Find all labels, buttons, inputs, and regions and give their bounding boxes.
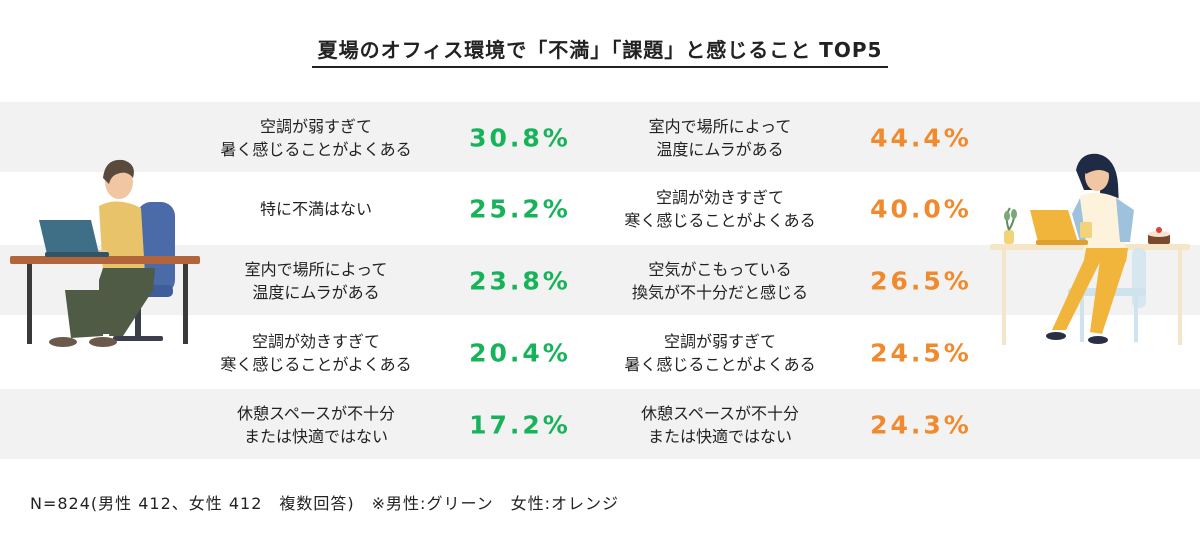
female-percentage-value: 24.3% — [870, 410, 972, 440]
male-percentage-value: 20.4% — [469, 338, 571, 368]
ranking-row-1: 空調が弱すぎて 暑く感じることがよくある 30.8% 室内で場所によって 温度にムラ… — [0, 102, 1200, 174]
female-item-label: 空調が弱すぎて 暑く感じることがよくある — [624, 332, 816, 374]
footnote: N=824(男性 412、女性 412 複数回答) ※男性:グリーン 女性:オレ… — [30, 494, 620, 513]
chart-title: 夏場のオフィス環境で「不満」「課題」と感じること TOP5 — [0, 34, 1200, 68]
man-at-laptop-desk-illustration — [10, 159, 200, 347]
male-item-label: 特に不満はない — [259, 199, 372, 219]
ranking-row-4: 空調が効きすぎて 寒く感じることがよくある 20.4% 空調が弱すぎて 暑く感じるこ… — [0, 317, 1200, 389]
female-item-label: 空調が効きすぎて 寒く感じることがよくある — [624, 188, 816, 230]
male-percentage-value: 25.2% — [469, 194, 571, 224]
row-band-5 — [0, 389, 1200, 459]
ranking-row-2: 特に不満はない 25.2% 空調が効きすぎて 寒く感じることがよくある 40.0% — [0, 173, 1200, 245]
female-percentage-value: 44.4% — [870, 123, 972, 153]
male-percentage-value: 17.2% — [469, 410, 571, 440]
female-percentage-value: 40.0% — [870, 194, 972, 224]
row-band-3 — [0, 245, 1200, 315]
male-item-label: 休憩スペースが不十分 または快適ではない — [236, 404, 396, 446]
male-percentage-value: 30.8% — [469, 123, 571, 153]
female-percentage-value: 24.5% — [870, 338, 972, 368]
female-item-label: 空気がこもっている 換気が不十分だと感じる — [631, 260, 808, 302]
male-item-label: 空調が弱すぎて 暑く感じることがよくある — [220, 117, 412, 159]
male-item-label: 空調が効きすぎて 寒く感じることがよくある — [220, 332, 412, 374]
male-percentage-value: 23.8% — [469, 266, 571, 296]
female-item-label: 室内で場所によって 温度にムラがある — [648, 117, 792, 159]
ranking-row-5: 休憩スペースが不十分 または快適ではない 17.2% 休憩スペースが不十分 または快… — [0, 389, 1200, 461]
row-band-1 — [0, 102, 1200, 172]
female-percentage-value: 26.5% — [870, 266, 972, 296]
female-item-label: 休憩スペースが不十分 または快適ではない — [640, 404, 800, 446]
chart-title-text: 夏場のオフィス環境で「不満」「課題」と感じること TOP5 — [311, 34, 889, 68]
male-item-label: 室内で場所によって 温度にムラがある — [244, 260, 388, 302]
woman-at-laptop-table-illustration — [990, 153, 1190, 345]
ranking-row-3: 室内で場所によって 温度にムラがある 23.8% 空気がこもっている 換気が不十分だ… — [0, 245, 1200, 317]
ranking-table: 空調が弱すぎて 暑く感じることがよくある 30.8% 室内で場所によって 温度にムラ… — [0, 102, 1200, 462]
